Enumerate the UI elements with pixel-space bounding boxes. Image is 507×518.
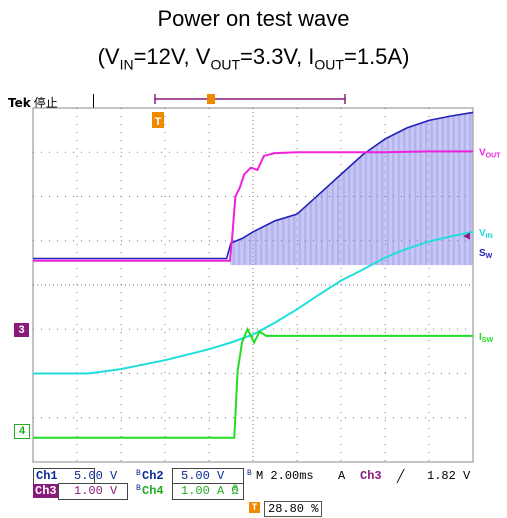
ch3-bw-mark: B bbox=[136, 484, 141, 493]
chart-subtitle: (VIN=12V, VOUT=3.3V, IOUT=1.5A) bbox=[97, 44, 410, 73]
scope-screen: VOUT VIN SW ISW ◀ bbox=[32, 107, 501, 463]
ch2-scale: 5.00 V bbox=[181, 469, 225, 483]
trigger-bracket: T bbox=[152, 94, 346, 128]
grid bbox=[33, 108, 473, 462]
ch3-box bbox=[58, 483, 128, 500]
trigger-slope-icon: ╱ bbox=[397, 470, 405, 484]
trace-label-sw: SW bbox=[479, 248, 493, 260]
ch-ref-marker: ◀ bbox=[463, 231, 470, 241]
chart-title: Power on test wave bbox=[157, 6, 350, 31]
series-vout bbox=[33, 150, 473, 262]
ch4-bw-mark: B bbox=[233, 484, 238, 493]
ch4-marker: 4 bbox=[14, 424, 30, 439]
ch1-bw-mark: B bbox=[136, 469, 141, 478]
ch1-scale: 5.00 V bbox=[74, 469, 118, 483]
series-sw bbox=[33, 111, 474, 260]
ch3-status: Ch3 bbox=[33, 484, 59, 498]
scope-brand: Tek 停止 bbox=[8, 96, 58, 110]
ch1-status: Ch1 bbox=[36, 469, 58, 483]
ch3-marker: 3 bbox=[14, 323, 29, 337]
timebase: M 2.00ms bbox=[256, 469, 314, 483]
acq-mode: A bbox=[338, 469, 346, 483]
trigger-level: 1.82 V bbox=[427, 469, 471, 483]
scope-state: 停止 bbox=[33, 96, 58, 110]
series-vin bbox=[33, 230, 474, 375]
header-divider bbox=[93, 94, 94, 108]
ch4-status: Ch4 bbox=[142, 484, 164, 498]
svg-text:T: T bbox=[155, 116, 162, 128]
ch2-bw-mark: B bbox=[247, 469, 252, 478]
trigger-position: 28.80 % bbox=[264, 501, 323, 517]
ch3-scale: 1.00 V bbox=[74, 484, 118, 498]
ch4-box bbox=[172, 483, 244, 500]
ch4-scale: 1.00 A Ω bbox=[181, 484, 239, 498]
trace-label-isw: ISW bbox=[479, 332, 493, 344]
trace-label-vin: VIN bbox=[479, 228, 493, 240]
series-isw bbox=[33, 326, 473, 439]
traces bbox=[33, 111, 474, 439]
ch2-status: Ch2 bbox=[142, 469, 164, 483]
trigger-position-icon: T bbox=[249, 502, 260, 513]
trace-label-vout: VOUT bbox=[479, 147, 501, 159]
trigger-source: Ch3 bbox=[360, 469, 382, 483]
